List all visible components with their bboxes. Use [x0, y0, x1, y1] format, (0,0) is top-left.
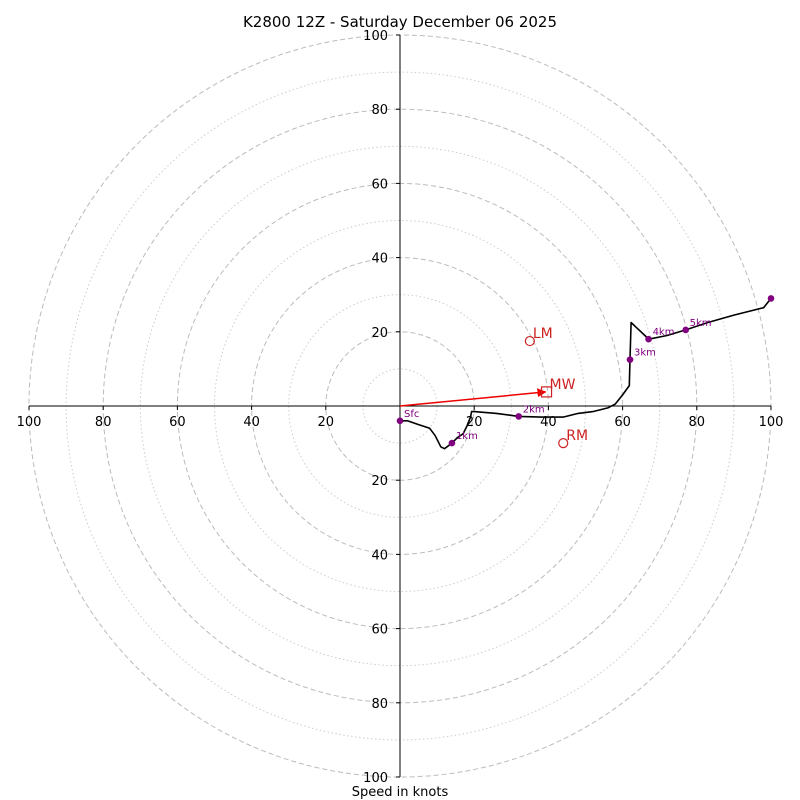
hodograph-trace-group — [400, 297, 772, 450]
tick-label-left-100: 100 — [17, 415, 42, 430]
height-markers: Sfc 1km 2km 3km 4km 5km — [396, 295, 775, 447]
height-marker-3km — [626, 356, 634, 363]
mean-wind-marker — [540, 386, 553, 398]
height-marker-4km — [645, 335, 652, 343]
tick-label-right-80: 80 — [689, 415, 706, 430]
tick-label-down-100: 100 — [363, 771, 388, 786]
x-axis-label: Speed in knots — [352, 785, 449, 800]
lm-marker — [524, 335, 535, 347]
tick-label-right-60: 60 — [614, 415, 631, 430]
hodograph-trace — [400, 297, 772, 450]
height-label-5km: 5km — [690, 318, 712, 329]
tick-label-left-60: 60 — [169, 415, 186, 430]
height-marker-Sfc — [396, 417, 404, 425]
storm-motion-markers: MW LM RM — [399, 326, 588, 449]
height-marker-5km — [682, 326, 689, 334]
tick-label-left-20: 20 — [318, 415, 335, 430]
mean-wind-arrow — [399, 388, 547, 407]
tick-label-up-100: 100 — [363, 29, 388, 44]
height-label-2km: 2km — [523, 404, 545, 415]
height-marker-1km — [448, 439, 456, 447]
mean-wind-label: MW — [550, 377, 576, 393]
tick-label-left-40: 40 — [243, 415, 260, 430]
height-label-Sfc: Sfc — [404, 409, 419, 420]
rm-label: RM — [566, 428, 588, 444]
height-marker-2km — [515, 413, 523, 420]
tick-label-down-80: 80 — [371, 697, 388, 712]
tick-labels: 2020202040404040606060608080808010010010… — [17, 29, 784, 786]
tick-label-up-40: 40 — [371, 252, 388, 267]
tick-label-down-20: 20 — [371, 474, 388, 489]
rm-marker — [558, 438, 569, 449]
tick-label-right-100: 100 — [759, 415, 784, 430]
lm-label: LM — [533, 326, 553, 342]
tick-label-up-80: 80 — [371, 103, 388, 118]
chart-title: K2800 12Z - Saturday December 06 2025 — [243, 13, 557, 31]
tick-label-up-60: 60 — [371, 177, 388, 192]
tick-label-left-80: 80 — [95, 415, 112, 430]
height-marker-6 — [767, 295, 775, 302]
tick-label-down-40: 40 — [371, 548, 388, 563]
height-label-3km: 3km — [634, 348, 656, 359]
tick-label-right-40: 40 — [540, 415, 557, 430]
tick-label-up-20: 20 — [371, 326, 388, 341]
height-label-1km: 1km — [456, 431, 478, 442]
height-label-4km: 4km — [653, 327, 675, 338]
tick-label-down-60: 60 — [371, 623, 388, 638]
